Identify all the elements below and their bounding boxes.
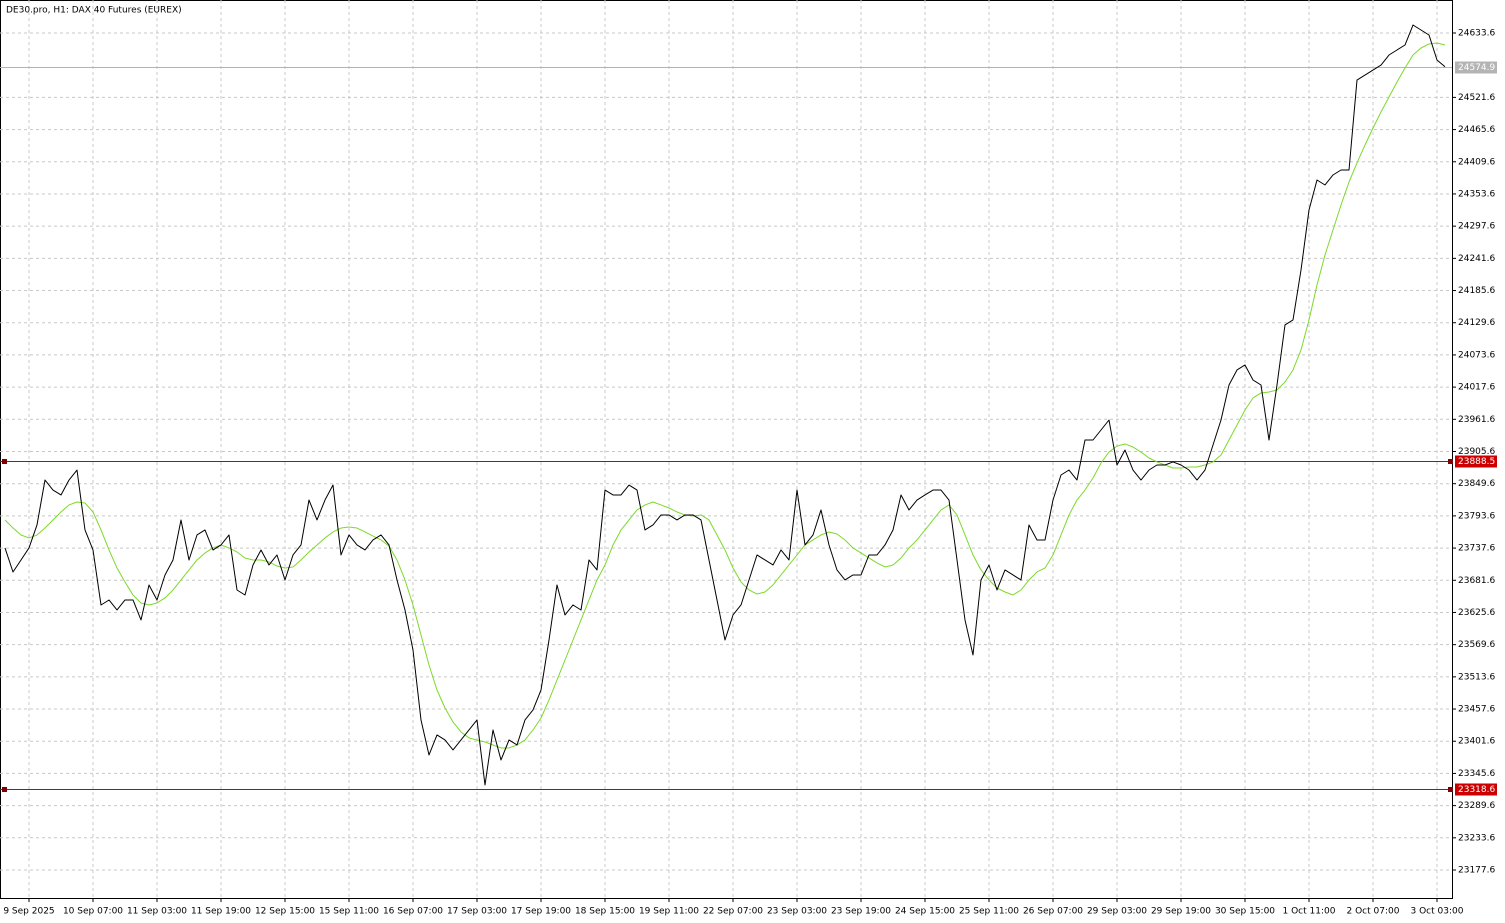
x-tick-label: 15 Sep 11:00: [319, 907, 379, 917]
x-tick-label: 18 Sep 15:00: [575, 907, 635, 917]
y-tick-label: 24185.6: [1458, 286, 1495, 296]
y-tick-label: 24353.6: [1458, 189, 1495, 199]
x-tick-label: 2 Oct 07:00: [1347, 907, 1400, 917]
x-tick-label: 25 Sep 11:00: [959, 907, 1019, 917]
x-tick-label: 19 Sep 11:00: [639, 907, 699, 917]
y-tick-label: 24409.6: [1458, 157, 1495, 167]
y-tick-label: 23569.6: [1458, 640, 1495, 650]
level-handle: [2, 787, 7, 792]
grid: [0, 0, 1456, 902]
y-tick-label: 23625.6: [1458, 608, 1495, 618]
level-handle: [1448, 459, 1453, 464]
y-tick-label: 23681.6: [1458, 576, 1495, 586]
y-tick-label: 24073.6: [1458, 350, 1495, 360]
y-tick-label: 23401.6: [1458, 737, 1495, 747]
x-tick-label: 12 Sep 15:00: [255, 907, 315, 917]
y-tick-label: 23737.6: [1458, 544, 1495, 554]
price-label: 24574.9: [1458, 63, 1495, 73]
x-tick-label: 17 Sep 19:00: [511, 907, 571, 917]
marks: [0, 24, 1453, 792]
y-tick-label: 23177.6: [1458, 866, 1495, 876]
y-tick-label: 23345.6: [1458, 769, 1495, 779]
series-line: [4, 42, 1446, 749]
y-tick-label: 23793.6: [1458, 511, 1495, 521]
x-tick-label: 23 Sep 19:00: [831, 907, 891, 917]
price-label: 23888.5: [1458, 457, 1495, 467]
x-tick-label: 11 Sep 19:00: [191, 907, 251, 917]
y-tick-label: 23289.6: [1458, 801, 1495, 811]
price-label-box: [1455, 455, 1497, 468]
level-handle: [2, 459, 7, 464]
x-tick-label: 3 Oct 03:00: [1411, 907, 1464, 917]
chart-title: DE30.pro, H1: DAX 40 Futures (EUREX): [6, 6, 182, 16]
price-label-box: [1455, 61, 1497, 74]
x-tick-label: 22 Sep 07:00: [703, 907, 763, 917]
plot-frame: [0, 0, 1453, 899]
y-tick-label: 24297.6: [1458, 222, 1495, 232]
level-handle: [1448, 787, 1453, 792]
x-tick-label: 17 Sep 03:00: [447, 907, 507, 917]
y-tick-label: 23457.6: [1458, 705, 1495, 715]
x-tick-label: 9 Sep 2025: [3, 907, 54, 917]
y-tick-label: 24465.6: [1458, 125, 1495, 135]
x-tick-label: 10 Sep 07:00: [63, 907, 123, 917]
y-tick-label: 23961.6: [1458, 415, 1495, 425]
y-tick-label: 23233.6: [1458, 833, 1495, 843]
x-tick-label: 26 Sep 07:00: [1023, 907, 1083, 917]
x-tick-label: 30 Sep 15:00: [1215, 907, 1275, 917]
x-tick-label: 23 Sep 03:00: [767, 907, 827, 917]
x-tick-label: 29 Sep 03:00: [1087, 907, 1147, 917]
x-tick-label: 24 Sep 15:00: [895, 907, 955, 917]
y-tick-label: 24521.6: [1458, 93, 1495, 103]
x-tick-label: 1 Oct 11:00: [1283, 907, 1336, 917]
y-tick-label: 23905.6: [1458, 447, 1495, 457]
x-tick-label: 16 Sep 07:00: [383, 907, 443, 917]
y-tick-label: 23849.6: [1458, 479, 1495, 489]
y-tick-label: 24129.6: [1458, 318, 1495, 328]
y-tick-label: 24241.6: [1458, 254, 1495, 264]
y-tick-label: 24633.6: [1458, 28, 1495, 38]
series-line: [4, 24, 1446, 786]
x-tick-label: 11 Sep 03:00: [127, 907, 187, 917]
price-label: 23318.6: [1458, 785, 1495, 795]
x-tick-label: 29 Sep 19:00: [1151, 907, 1211, 917]
price-label-box: [1455, 783, 1497, 796]
labels: 23177.6 23233.6 23289.6 23345.6 23401.6 23457…: [3, 28, 1497, 917]
y-tick-label: 24017.6: [1458, 383, 1495, 393]
y-tick-label: 23513.6: [1458, 672, 1495, 682]
